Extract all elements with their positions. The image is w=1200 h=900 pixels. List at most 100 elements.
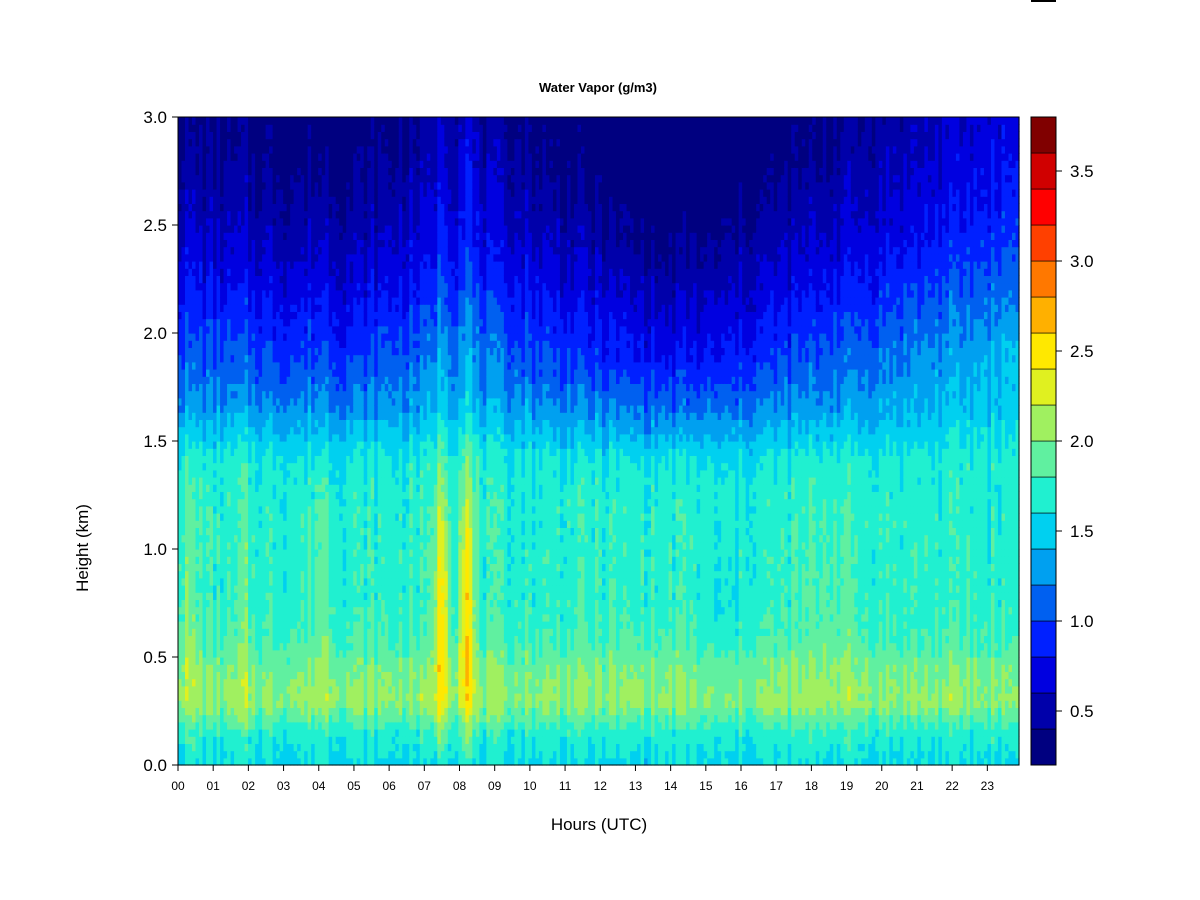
- heatmap-cell: [283, 167, 288, 176]
- heatmap-cell: [202, 412, 207, 420]
- heatmap-cell: [325, 606, 330, 615]
- heatmap-cell: [356, 455, 361, 464]
- heatmap-cell: [202, 189, 207, 197]
- heatmap-cell: [237, 721, 242, 730]
- heatmap-cell: [283, 477, 288, 485]
- heatmap-cell: [269, 160, 274, 168]
- heatmap-cell: [356, 225, 361, 233]
- heatmap-cell: [339, 606, 344, 615]
- heatmap-cell: [332, 527, 337, 536]
- heatmap-cell: [297, 477, 302, 485]
- heatmap-cell: [286, 657, 291, 665]
- heatmap-cell: [290, 534, 295, 543]
- heatmap-cell: [213, 693, 218, 701]
- heatmap-cell: [195, 268, 200, 276]
- heatmap-cell: [230, 685, 235, 694]
- heatmap-cell: [318, 383, 323, 392]
- heatmap-cell: [209, 642, 214, 651]
- heatmap-cell: [293, 757, 298, 766]
- heatmap-cell: [304, 189, 309, 197]
- heatmap-cell: [241, 642, 246, 651]
- heatmap-cell: [269, 477, 274, 485]
- heatmap-cell: [178, 585, 183, 593]
- heatmap-cell: [241, 117, 246, 125]
- heatmap-cell: [367, 736, 372, 744]
- heatmap-cell: [342, 505, 347, 514]
- heatmap-cell: [269, 685, 274, 694]
- heatmap-cell: [248, 721, 253, 730]
- heatmap-cell: [244, 477, 249, 485]
- heatmap-cell: [356, 534, 361, 543]
- heatmap-cell: [353, 491, 358, 500]
- heatmap-cell: [227, 621, 232, 629]
- heatmap-cell: [304, 541, 309, 550]
- heatmap-cell: [216, 239, 221, 248]
- heatmap-cell: [363, 642, 368, 651]
- heatmap-cell: [356, 297, 361, 305]
- heatmap-cell: [181, 534, 186, 543]
- heatmap-cell: [342, 297, 347, 305]
- heatmap-cell: [353, 498, 358, 507]
- heatmap-cell: [325, 181, 330, 190]
- heatmap-cell: [367, 685, 372, 694]
- heatmap-cell: [223, 635, 228, 644]
- heatmap-cell: [248, 376, 253, 384]
- heatmap-cell: [325, 145, 330, 154]
- heatmap-cell: [300, 174, 305, 183]
- heatmap-cell: [297, 520, 302, 528]
- heatmap-cell: [318, 671, 323, 680]
- heatmap-cell: [314, 700, 319, 708]
- heatmap-cell: [307, 217, 312, 226]
- heatmap-cell: [370, 635, 375, 644]
- heatmap-cell: [237, 613, 242, 622]
- heatmap-cell: [279, 721, 284, 730]
- heatmap-cell: [265, 520, 270, 528]
- heatmap-cell: [335, 333, 340, 341]
- heatmap-cell: [206, 196, 211, 204]
- heatmap-cell: [293, 484, 298, 492]
- heatmap-cell: [230, 325, 235, 334]
- heatmap-cell: [251, 743, 256, 752]
- heatmap-cell: [209, 426, 214, 435]
- heatmap-cell: [318, 412, 323, 420]
- heatmap-cell: [227, 563, 232, 572]
- heatmap-cell: [195, 520, 200, 528]
- heatmap-cell: [181, 469, 186, 478]
- heatmap-cell: [272, 664, 277, 672]
- heatmap-cell: [328, 340, 333, 348]
- heatmap-cell: [223, 750, 228, 759]
- heatmap-cell: [356, 138, 361, 147]
- heatmap-cell: [290, 441, 295, 449]
- heatmap-cell: [185, 750, 190, 759]
- heatmap-cell: [321, 333, 326, 341]
- heatmap-cell: [234, 477, 239, 485]
- heatmap-cell: [332, 225, 337, 233]
- heatmap-cell: [185, 412, 190, 420]
- heatmap-cell: [185, 210, 190, 219]
- heatmap-cell: [321, 678, 326, 687]
- heatmap-cell: [276, 635, 281, 644]
- heatmap-cell: [234, 527, 239, 536]
- heatmap-cell: [181, 757, 186, 766]
- heatmap-cell: [321, 225, 326, 233]
- heatmap-cell: [279, 592, 284, 600]
- heatmap-cell: [286, 700, 291, 708]
- heatmap-cell: [307, 181, 312, 190]
- heatmap-cell: [195, 289, 200, 298]
- heatmap-cell: [188, 700, 193, 708]
- heatmap-cell: [234, 117, 239, 125]
- heatmap-cell: [318, 750, 323, 759]
- heatmap-cell: [353, 693, 358, 701]
- heatmap-cell: [290, 239, 295, 248]
- heatmap-cell: [241, 736, 246, 744]
- heatmap-cell: [206, 160, 211, 168]
- heatmap-cell: [220, 289, 225, 298]
- heatmap-cell: [300, 397, 305, 406]
- heatmap-cell: [251, 520, 256, 528]
- heatmap-cell: [297, 383, 302, 392]
- heatmap-cell: [234, 484, 239, 492]
- heatmap-cell: [325, 757, 330, 766]
- heatmap-cell: [258, 361, 263, 370]
- heatmap-cell: [269, 419, 274, 428]
- heatmap-cell: [363, 311, 368, 320]
